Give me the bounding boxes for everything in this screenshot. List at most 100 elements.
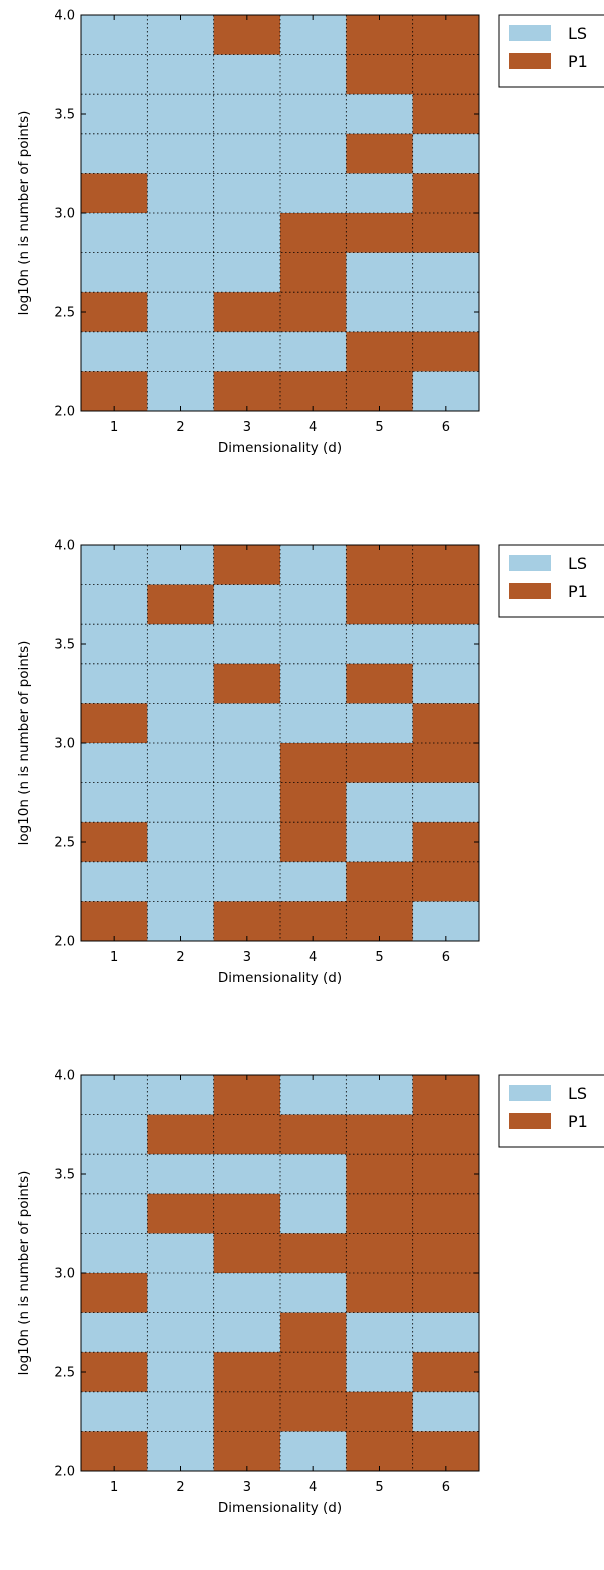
heatmap-cell-ls: [213, 54, 281, 95]
heatmap-cell-ls: [147, 822, 215, 863]
legend-swatch-ls: [509, 555, 551, 571]
heatmap-cell-p1: [280, 1114, 347, 1155]
heatmap-cell-p1: [412, 822, 480, 863]
heatmap-cell-ls: [280, 703, 347, 744]
heatmap-cell-p1: [412, 54, 480, 95]
heatmap-cell-ls: [346, 94, 414, 135]
heatmap-cell-ls: [147, 1233, 215, 1274]
heatmap-cell-ls: [81, 584, 148, 625]
heatmap-cell-p1: [412, 1431, 480, 1472]
heatmap-cell-ls: [280, 133, 347, 174]
legend: LS P1: [498, 544, 604, 618]
heatmap-cell-ls: [213, 252, 281, 293]
heatmap-cell-p1: [147, 584, 215, 625]
heatmap-cell-p1: [412, 743, 480, 783]
x-axis-label: Dimensionality (d): [218, 440, 342, 456]
x-tick-label: 5: [375, 950, 383, 965]
heatmap-cell-ls: [213, 861, 281, 902]
heatmap-cell-p1: [81, 371, 148, 412]
legend-label-p1: P1: [568, 1112, 588, 1131]
heatmap-cell-ls: [213, 331, 281, 372]
y-tick-label: 4.0: [54, 539, 75, 554]
heatmap-cell-ls: [81, 1312, 148, 1353]
y-tick-label: 2.0: [54, 405, 75, 420]
heatmap-cell-ls: [147, 782, 215, 823]
legend-label-ls: LS: [568, 24, 587, 43]
heatmap-cell-ls: [81, 663, 148, 704]
heatmap-cell-ls: [346, 1312, 414, 1353]
x-tick-label: 3: [243, 420, 251, 435]
heatmap-cell-p1: [346, 663, 414, 704]
heatmap-cell-p1: [412, 1075, 480, 1115]
heatmap-cell-ls: [81, 133, 148, 174]
heatmap-cell-ls: [280, 54, 347, 95]
heatmap-cell-p1: [346, 213, 414, 253]
heatmap-cell-p1: [346, 54, 414, 95]
y-tick-label: 3.0: [54, 207, 75, 222]
heatmap-cell-ls: [81, 54, 148, 95]
heatmap-cell-p1: [81, 703, 148, 744]
heatmap-cell-ls: [147, 1352, 215, 1393]
heatmap-cell-ls: [147, 545, 215, 585]
heatmap-cell-p1: [412, 1154, 480, 1195]
heatmap-cell-p1: [81, 173, 148, 214]
y-tick-label: 3.5: [54, 108, 75, 123]
y-tick-label: 3.5: [54, 1168, 75, 1183]
heatmap-cell-ls: [81, 1233, 148, 1274]
heatmap-cell-ls: [81, 861, 148, 902]
y-tick-label: 2.5: [54, 1366, 75, 1381]
heatmap-cell-p1: [81, 1273, 148, 1313]
heatmap-cell-ls: [280, 94, 347, 135]
heatmap-cell-ls: [81, 1154, 148, 1195]
heatmap-cell-ls: [280, 1431, 347, 1472]
y-axis-label: log10n (n is number of points): [16, 1171, 32, 1376]
heatmap-cell-ls: [346, 703, 414, 744]
heatmap-cell-p1: [412, 584, 480, 625]
heatmap-cell-ls: [280, 584, 347, 625]
heatmap-cell-p1: [412, 1114, 480, 1155]
heatmap-cell-p1: [412, 15, 480, 55]
heatmap-cell-ls: [280, 1273, 347, 1313]
heatmap-cell-p1: [213, 545, 281, 585]
x-axis-label: Dimensionality (d): [218, 1500, 342, 1516]
heatmap-cell-ls: [213, 133, 281, 174]
heatmap-cell-ls: [147, 1273, 215, 1313]
heatmap-cell-p1: [346, 545, 414, 585]
heatmap-cell-ls: [280, 1193, 347, 1234]
heatmap-cell-ls: [147, 1312, 215, 1353]
heatmap-cell-ls: [147, 54, 215, 95]
heatmap-cell-p1: [346, 15, 414, 55]
legend-swatch-p1: [509, 53, 551, 69]
heatmap-cell-p1: [346, 1154, 414, 1195]
heatmap-cell-ls: [213, 213, 281, 253]
heatmap-cell-ls: [280, 15, 347, 55]
heatmap-cell-ls: [213, 94, 281, 135]
heatmap-cell-ls: [147, 331, 215, 372]
y-tick-label: 2.5: [54, 836, 75, 851]
heatmap-cell-ls: [346, 173, 414, 214]
heatmap-cell-p1: [346, 1431, 414, 1472]
heatmap-cell-ls: [81, 252, 148, 293]
heatmap-panel-1: 1 2 3 4 5 6 2.0 2.5 3.0 3.5 4.0 Dimensionality (d) l…: [0, 0, 604, 510]
heatmap-cell-p1: [213, 15, 281, 55]
heatmap-cell-p1: [412, 1273, 480, 1313]
heatmap-cell-p1: [81, 1431, 148, 1472]
heatmap-cell-p1: [280, 252, 347, 293]
y-tick-label: 3.5: [54, 638, 75, 653]
heatmap-cell-ls: [147, 703, 215, 744]
heatmap-cell-ls: [213, 1154, 281, 1195]
heatmap-cell-ls: [280, 173, 347, 214]
heatmap-cell-ls: [81, 545, 148, 585]
y-tick-label: 2.0: [54, 935, 75, 950]
heatmap-cell-ls: [280, 861, 347, 902]
heatmap-cell-ls: [147, 94, 215, 135]
y-tick-label: 2.5: [54, 306, 75, 321]
heatmap-cell-p1: [346, 584, 414, 625]
heatmap-cell-p1: [213, 292, 281, 333]
heatmap-cell-ls: [346, 1075, 414, 1115]
heatmap-cell-p1: [280, 213, 347, 253]
heatmap-cell-p1: [280, 1312, 347, 1353]
x-tick-label: 6: [442, 1480, 450, 1495]
heatmap-cell-p1: [412, 1193, 480, 1234]
heatmap-cell-p1: [280, 822, 347, 863]
